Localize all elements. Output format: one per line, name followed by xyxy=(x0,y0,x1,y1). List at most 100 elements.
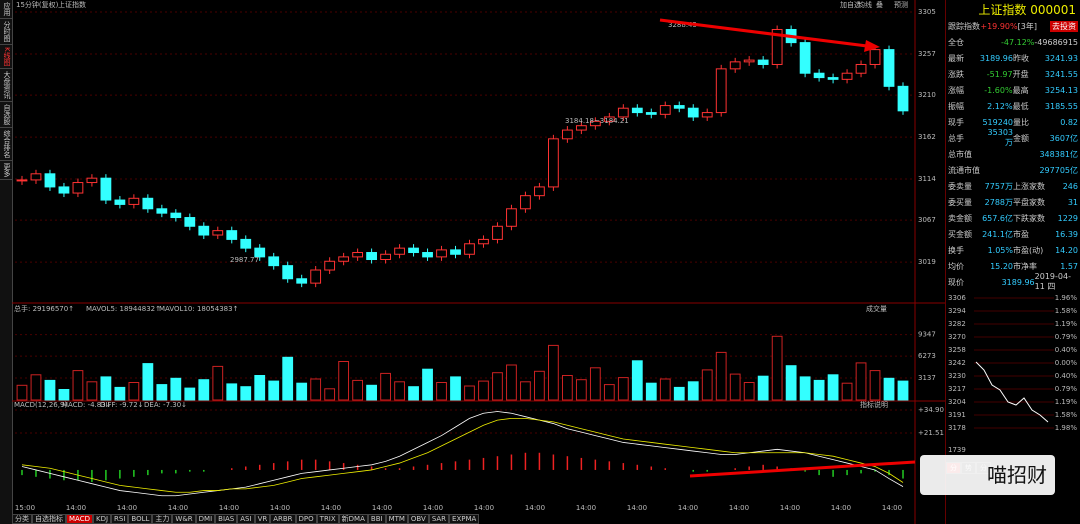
indicator-tab[interactable]: VR xyxy=(254,514,271,524)
y-tick-label: 6273 xyxy=(918,352,936,360)
quote-row: 卖金额 657.6亿 下跌家数 1229 xyxy=(946,210,1080,226)
indicator-tab[interactable]: 新DMA xyxy=(338,514,368,524)
x-tick-label: 14:00 xyxy=(321,504,341,512)
indicator-tab[interactable]: BIAS xyxy=(215,514,238,524)
position-row: 全仓 -47.12% -49686915 xyxy=(946,34,1080,50)
indicator-tab[interactable]: EXPMA xyxy=(449,514,480,524)
tool-button[interactable]: 均线 xyxy=(858,0,872,9)
volume-bar xyxy=(282,356,294,401)
cell: 最低 xyxy=(1012,101,1029,111)
volume-bar xyxy=(534,370,545,401)
candle xyxy=(715,68,727,114)
candle xyxy=(16,179,28,182)
volume-bar xyxy=(603,384,615,401)
volume-bar xyxy=(841,382,853,401)
tool-button[interactable]: 预测 xyxy=(894,0,908,9)
volume-bar xyxy=(631,360,643,401)
cell: 总市值 xyxy=(948,149,972,159)
volume-bar xyxy=(883,377,895,401)
indicator-tab[interactable]: 分类 xyxy=(12,514,32,524)
volume-bar xyxy=(589,367,601,401)
volume-bar xyxy=(254,375,266,401)
mini-tick: 1.98% xyxy=(1055,424,1078,432)
volume-bar xyxy=(226,383,238,401)
tool-button[interactable]: 加自选 xyxy=(840,0,861,9)
indicator-tab[interactable]: MACD xyxy=(66,514,93,524)
candle xyxy=(827,77,839,80)
volume-bar xyxy=(645,382,657,401)
candle xyxy=(492,225,503,240)
volume-bar xyxy=(338,361,350,401)
cell: -47.12% xyxy=(1001,37,1035,47)
indicator-tab[interactable]: 自选指标 xyxy=(32,514,66,524)
x-tick-label: 14:00 xyxy=(831,504,851,512)
cell: 涨跌 xyxy=(948,69,964,79)
candle xyxy=(673,105,685,109)
x-tick-label: 14:00 xyxy=(780,504,800,512)
volume-bar xyxy=(701,369,713,401)
sidebar: 应用 分时图 K线图 大盘资讯 自选股 综合排名 更多 xyxy=(0,0,13,524)
y-tick-label: 3019 xyxy=(918,258,936,266)
indicator-tab[interactable]: DPO xyxy=(295,514,317,524)
candle xyxy=(478,238,489,245)
cell: 3189.96 xyxy=(1001,277,1035,287)
indicator-tab[interactable]: W&R xyxy=(172,514,196,524)
indicator-tab[interactable]: RSI xyxy=(111,514,129,524)
sidebar-tab[interactable]: 应用 xyxy=(0,0,12,19)
sidebar-tab[interactable]: 综合排名 xyxy=(0,128,12,161)
indicator-tab[interactable]: BOLL xyxy=(128,514,153,524)
y-tick-label: 3114 xyxy=(918,175,936,183)
mini-tick: 3191 xyxy=(948,411,966,419)
quote-row: 均价 15.20 市净率 1.57 xyxy=(946,258,1080,274)
indicator-tab[interactable]: OBV xyxy=(407,514,429,524)
volume-bar xyxy=(422,368,433,401)
sidebar-tab[interactable]: 自选股 xyxy=(0,102,12,128)
mini-tick: 3282 xyxy=(948,320,966,328)
x-tick-label: 14:00 xyxy=(729,504,749,512)
mini-tick: 0.79% xyxy=(1055,333,1078,341)
cell: 3241.55 xyxy=(1044,69,1078,79)
button[interactable]: 成交量 xyxy=(866,304,887,313)
indicator-tab[interactable]: MTM xyxy=(385,514,408,524)
volume-bar xyxy=(561,375,573,401)
indicator-tab[interactable]: TRIX xyxy=(316,514,339,524)
macd-header: MACD(12,26,9) xyxy=(14,401,67,409)
volume-bar xyxy=(100,376,112,401)
x-tick-label: 14:00 xyxy=(525,504,545,512)
macd-header: DIFF: -9.72↓ xyxy=(100,401,144,409)
index-name: 上证指数 xyxy=(58,0,86,9)
sidebar-tab[interactable]: 大盘资讯 xyxy=(0,69,12,102)
indicator-tab[interactable]: KDJ xyxy=(92,514,112,524)
volume-bar xyxy=(506,364,517,401)
indicator-tab[interactable]: 主力 xyxy=(152,514,173,524)
tool-button[interactable]: 叠 xyxy=(876,1,883,9)
candle xyxy=(631,107,643,114)
indicator-tab[interactable]: ASI xyxy=(237,514,255,524)
annotation: 3184.18~3184.21 xyxy=(565,117,629,125)
x-tick-label: 14:00 xyxy=(168,504,188,512)
cell: 3189.96 xyxy=(979,53,1013,63)
volume-header: MAVOL5: 18944832↑ xyxy=(86,305,161,313)
cell: 2.12% xyxy=(987,101,1013,111)
candle xyxy=(324,260,336,271)
candle xyxy=(394,247,405,255)
indicator-tab[interactable]: BBI xyxy=(367,514,386,524)
period: 15分钟(复权) xyxy=(16,0,59,9)
cell: 现手 xyxy=(948,117,964,127)
y-tick-label: 3210 xyxy=(918,91,936,99)
candle xyxy=(645,112,657,115)
candle xyxy=(352,252,364,258)
sidebar-tab[interactable]: 更多 xyxy=(0,161,12,180)
sidebar-tab[interactable]: 分时图 xyxy=(0,19,12,45)
volume-bar xyxy=(450,376,461,401)
button[interactable]: 指标说明 xyxy=(860,400,888,409)
x-tick-label: 14:00 xyxy=(423,504,443,512)
candle xyxy=(198,225,210,236)
indicator-tab[interactable]: ARBR xyxy=(270,514,296,524)
y-tick-label: 3067 xyxy=(918,216,936,224)
indicator-tab[interactable]: DMI xyxy=(195,514,216,524)
sidebar-tab[interactable]: K线图 xyxy=(0,45,12,69)
cell[interactable]: 去投资 xyxy=(1050,20,1078,32)
indicator-tab[interactable]: SAR xyxy=(428,514,450,524)
candle xyxy=(617,107,629,118)
